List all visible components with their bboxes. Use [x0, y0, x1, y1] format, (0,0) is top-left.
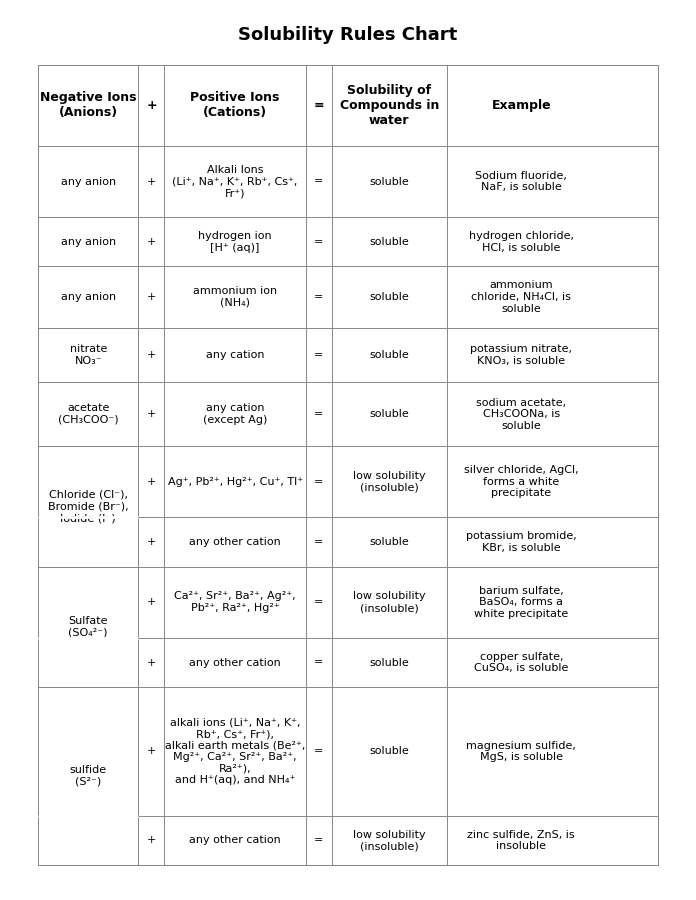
Text: =: =: [314, 350, 324, 360]
Text: +: +: [147, 477, 156, 487]
Text: any other cation: any other cation: [189, 658, 281, 668]
Text: +: +: [146, 99, 157, 112]
Text: =: =: [314, 746, 324, 756]
Text: any other cation: any other cation: [189, 537, 281, 547]
Text: Negative Ions
(Anions): Negative Ions (Anions): [40, 92, 136, 120]
Text: +: +: [147, 658, 156, 668]
Text: ammonium ion
(NH₄): ammonium ion (NH₄): [193, 286, 277, 308]
Text: low solubility
(insoluble): low solubility (insoluble): [353, 591, 425, 613]
Text: =: =: [314, 292, 324, 302]
Text: sulfide
(S²⁻): sulfide (S²⁻): [70, 765, 106, 787]
Text: silver chloride, AgCl,
forms a white
precipitate: silver chloride, AgCl, forms a white pre…: [464, 465, 578, 499]
Text: any cation
(except Ag): any cation (except Ag): [203, 403, 267, 425]
Text: =: =: [314, 237, 324, 247]
Text: any cation: any cation: [206, 350, 264, 360]
Text: any anion: any anion: [61, 176, 116, 186]
Text: soluble: soluble: [370, 292, 409, 302]
Bar: [38, 65, 658, 865]
Text: Sulfate
(SO₄²⁻): Sulfate (SO₄²⁻): [68, 616, 108, 638]
Text: Ca²⁺, Sr²⁺, Ba²⁺, Ag²⁺,
Pb²⁺, Ra²⁺, Hg²⁺: Ca²⁺, Sr²⁺, Ba²⁺, Ag²⁺, Pb²⁺, Ra²⁺, Hg²⁺: [174, 591, 296, 613]
Text: =: =: [314, 537, 324, 547]
Text: acetate
(CH₃COO⁻): acetate (CH₃COO⁻): [58, 403, 118, 425]
Text: =: =: [314, 658, 324, 668]
Text: soluble: soluble: [370, 237, 409, 247]
Text: +: +: [147, 537, 156, 547]
Text: Positive Ions
(Cations): Positive Ions (Cations): [191, 92, 280, 120]
Text: +: +: [147, 176, 156, 186]
Text: Solubility Rules Chart: Solubility Rules Chart: [238, 26, 458, 44]
Text: =: =: [314, 176, 324, 186]
Text: +: +: [147, 292, 156, 302]
Text: =: =: [314, 835, 324, 845]
Text: any anion: any anion: [61, 237, 116, 247]
Text: +: +: [147, 835, 156, 845]
Text: alkali ions (Li⁺, Na⁺, K⁺,
Rb⁺, Cs⁺, Fr⁺),
alkali earth metals (Be²⁺,
Mg²⁺, Ca²⁺: alkali ions (Li⁺, Na⁺, K⁺, Rb⁺, Cs⁺, Fr⁺…: [165, 717, 306, 786]
Text: low solubility
(insoluble): low solubility (insoluble): [353, 471, 425, 492]
Text: nitrate
NO₃⁻: nitrate NO₃⁻: [70, 344, 107, 365]
Text: hydrogen chloride,
HCl, is soluble: hydrogen chloride, HCl, is soluble: [469, 231, 574, 253]
Text: sodium acetate,
CH₃COONa, is
soluble: sodium acetate, CH₃COONa, is soluble: [476, 398, 567, 431]
Text: +: +: [147, 350, 156, 360]
Text: Chloride (Cl⁻),
Bromide (Br⁻),
Iodide (I⁻): Chloride (Cl⁻), Bromide (Br⁻), Iodide (I…: [48, 490, 129, 523]
Text: zinc sulfide, ZnS, is
insoluble: zinc sulfide, ZnS, is insoluble: [468, 830, 575, 851]
Text: any anion: any anion: [61, 292, 116, 302]
Text: =: =: [314, 410, 324, 419]
Text: low solubility
(insoluble): low solubility (insoluble): [353, 830, 425, 851]
Text: magnesium sulfide,
MgS, is soluble: magnesium sulfide, MgS, is soluble: [466, 741, 576, 762]
Text: Alkali Ions
(Li⁺, Na⁺, K⁺, Rb⁺, Cs⁺,
Fr⁺): Alkali Ions (Li⁺, Na⁺, K⁺, Rb⁺, Cs⁺, Fr⁺…: [173, 165, 298, 198]
Text: Sodium fluoride,
NaF, is soluble: Sodium fluoride, NaF, is soluble: [475, 171, 567, 193]
Text: Solubility of
Compounds in
water: Solubility of Compounds in water: [340, 84, 439, 127]
Text: =: =: [314, 477, 324, 487]
Text: +: +: [147, 746, 156, 756]
Text: soluble: soluble: [370, 176, 409, 186]
Text: ammonium
chloride, NH₄Cl, is
soluble: ammonium chloride, NH₄Cl, is soluble: [471, 281, 571, 314]
Text: =: =: [313, 99, 324, 112]
Text: Example: Example: [491, 99, 551, 112]
Text: potassium bromide,
KBr, is soluble: potassium bromide, KBr, is soluble: [466, 531, 577, 553]
Text: +: +: [147, 237, 156, 247]
Text: +: +: [147, 410, 156, 419]
Text: +: +: [147, 598, 156, 608]
Text: =: =: [314, 598, 324, 608]
Text: any other cation: any other cation: [189, 835, 281, 845]
Text: potassium nitrate,
KNO₃, is soluble: potassium nitrate, KNO₃, is soluble: [470, 344, 572, 365]
Text: soluble: soluble: [370, 410, 409, 419]
Text: soluble: soluble: [370, 537, 409, 547]
Text: copper sulfate,
CuSO₄, is soluble: copper sulfate, CuSO₄, is soluble: [474, 652, 569, 673]
Text: soluble: soluble: [370, 658, 409, 668]
Text: soluble: soluble: [370, 350, 409, 360]
Text: barium sulfate,
BaSO₄, forms a
white precipitate: barium sulfate, BaSO₄, forms a white pre…: [474, 586, 569, 619]
Text: hydrogen ion
[H⁺ (aq)]: hydrogen ion [H⁺ (aq)]: [198, 231, 272, 253]
Text: soluble: soluble: [370, 746, 409, 756]
Text: Ag⁺, Pb²⁺, Hg²⁺, Cu⁺, Tl⁺: Ag⁺, Pb²⁺, Hg²⁺, Cu⁺, Tl⁺: [168, 477, 303, 487]
